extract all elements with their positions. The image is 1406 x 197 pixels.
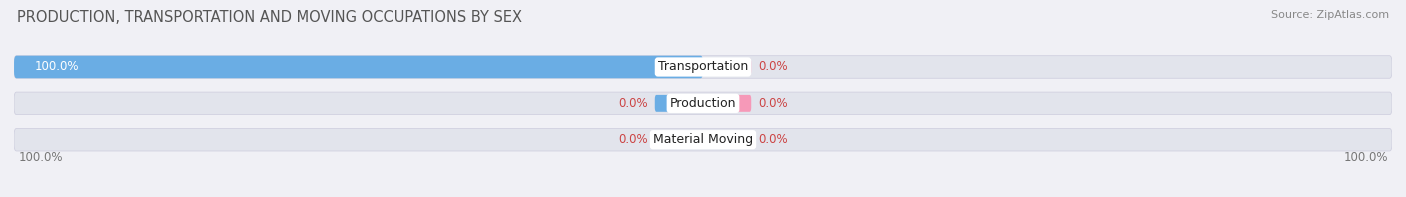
- Text: 100.0%: 100.0%: [18, 151, 63, 164]
- FancyBboxPatch shape: [14, 128, 1392, 151]
- Text: 0.0%: 0.0%: [758, 97, 787, 110]
- FancyBboxPatch shape: [655, 95, 703, 112]
- Text: 0.0%: 0.0%: [758, 60, 787, 73]
- FancyBboxPatch shape: [655, 59, 703, 75]
- Text: 0.0%: 0.0%: [619, 97, 648, 110]
- FancyBboxPatch shape: [703, 59, 751, 75]
- Text: 0.0%: 0.0%: [758, 133, 787, 146]
- Text: Source: ZipAtlas.com: Source: ZipAtlas.com: [1271, 10, 1389, 20]
- Text: Transportation: Transportation: [658, 60, 748, 73]
- Text: Material Moving: Material Moving: [652, 133, 754, 146]
- Text: PRODUCTION, TRANSPORTATION AND MOVING OCCUPATIONS BY SEX: PRODUCTION, TRANSPORTATION AND MOVING OC…: [17, 10, 522, 25]
- Text: 0.0%: 0.0%: [619, 133, 648, 146]
- FancyBboxPatch shape: [655, 131, 703, 148]
- Text: 100.0%: 100.0%: [1343, 151, 1388, 164]
- FancyBboxPatch shape: [14, 92, 1392, 115]
- FancyBboxPatch shape: [14, 56, 1392, 78]
- FancyBboxPatch shape: [703, 95, 751, 112]
- Text: Production: Production: [669, 97, 737, 110]
- Text: 100.0%: 100.0%: [35, 60, 79, 73]
- FancyBboxPatch shape: [703, 131, 751, 148]
- FancyBboxPatch shape: [14, 56, 703, 78]
